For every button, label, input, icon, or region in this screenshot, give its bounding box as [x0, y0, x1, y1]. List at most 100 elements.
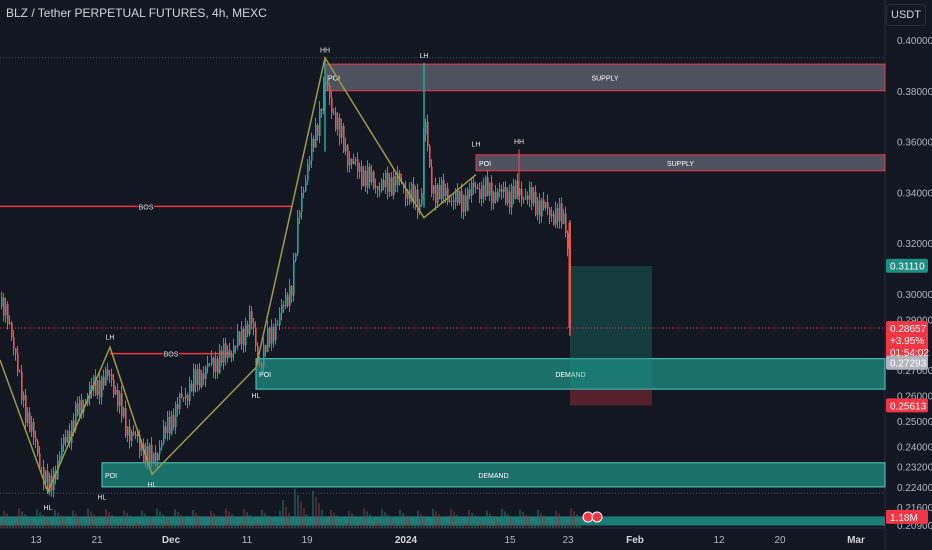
- price-tick: 0.27000: [897, 366, 932, 377]
- volume-bar: [258, 523, 260, 528]
- candle-body: [43, 467, 45, 483]
- candle-body: [235, 346, 237, 348]
- candle-body: [63, 437, 65, 445]
- candle-body: [175, 404, 177, 428]
- candle-body: [119, 393, 121, 407]
- candle-body: [149, 444, 151, 463]
- volume-bar: [72, 510, 74, 528]
- price-tick: 0.23200: [897, 463, 932, 474]
- candle-body: [241, 328, 243, 345]
- candle-body: [263, 344, 265, 368]
- candle-body: [3, 297, 5, 316]
- volume-bar: [144, 513, 146, 528]
- candle-body: [553, 213, 555, 225]
- candle-body: [539, 200, 541, 217]
- volume-bar: [228, 511, 230, 528]
- candle-body: [41, 467, 43, 469]
- candle-body: [193, 369, 195, 392]
- volume-bar: [510, 517, 512, 528]
- volume-bar: [216, 516, 218, 528]
- volume-bar: [534, 523, 536, 528]
- swing-label: LH: [106, 335, 115, 342]
- candle-body: [121, 393, 123, 417]
- candle-body: [453, 200, 455, 203]
- candle-body: [123, 407, 125, 417]
- candle-body: [349, 158, 351, 166]
- volume-bar: [486, 510, 488, 528]
- volume-bar: [519, 509, 521, 528]
- volume-bar: [516, 522, 518, 528]
- volume-bar: [57, 512, 59, 528]
- candle-body: [467, 189, 469, 211]
- volume-bar: [489, 513, 491, 528]
- candle-body: [365, 170, 367, 187]
- volume-bar: [381, 509, 383, 528]
- candle-body: [505, 187, 507, 204]
- candle-body: [77, 403, 79, 416]
- volume-bar: [105, 509, 107, 528]
- price-tag: [886, 320, 928, 359]
- candle-body: [105, 369, 107, 386]
- candle-body: [271, 326, 273, 344]
- volume-bar: [147, 516, 149, 528]
- price-tick: 0.30000: [897, 290, 932, 301]
- bos-label: BOS: [139, 204, 154, 211]
- candle-body: [125, 407, 127, 436]
- candle-body: [45, 471, 47, 483]
- volume-bar: [414, 524, 416, 528]
- volume-bar: [372, 517, 374, 528]
- volume-bar: [132, 518, 134, 528]
- candle-body: [561, 203, 563, 225]
- volume-bar: [102, 522, 104, 528]
- candle-body: [541, 199, 543, 217]
- volume-bar: [237, 519, 239, 528]
- volume-bar: [30, 519, 32, 528]
- candle-body: [129, 426, 131, 441]
- volume-bar: [192, 510, 194, 528]
- candle-body: [157, 453, 159, 462]
- volume-bar: [426, 519, 428, 528]
- candle-body: [447, 188, 449, 202]
- candle-body: [221, 350, 223, 363]
- volume-bar: [153, 521, 155, 528]
- candle-body: [557, 208, 559, 222]
- candle-body: [191, 383, 193, 392]
- time-tick: 15: [504, 535, 516, 546]
- volume-bar: [6, 513, 8, 528]
- candle-body: [393, 176, 395, 196]
- volume-bar: [513, 519, 515, 528]
- volume-bar: [150, 519, 152, 528]
- volume-bar: [483, 524, 485, 528]
- candle-body: [189, 383, 191, 401]
- volume-bar: [48, 520, 50, 528]
- candle-body: [515, 180, 517, 199]
- candle-body: [225, 343, 227, 359]
- candle-body: [299, 212, 301, 218]
- candle-body: [231, 353, 233, 358]
- volume-bar: [339, 518, 341, 528]
- candle-body: [247, 324, 249, 335]
- time-tick: Dec: [162, 535, 181, 546]
- candle-body: [449, 201, 451, 203]
- volume-bar: [171, 522, 173, 528]
- volume-bar: [195, 512, 197, 528]
- volume-bar: [393, 520, 395, 528]
- candle-body: [171, 414, 173, 434]
- candle-body: [239, 331, 241, 345]
- volume-bar: [285, 506, 287, 528]
- currency-selector[interactable]: USDT: [886, 4, 926, 26]
- candle-body: [473, 182, 475, 187]
- volume-bar: [537, 510, 539, 528]
- candle-body: [155, 452, 157, 462]
- candle-body: [253, 322, 255, 328]
- candle-body: [489, 182, 491, 196]
- volume-bar: [204, 521, 206, 528]
- price-tag: [886, 258, 928, 273]
- volume-bar: [387, 514, 389, 528]
- candle-body: [81, 399, 83, 412]
- zone-demand: [101, 462, 886, 488]
- price-tick: 0.24000: [897, 442, 932, 453]
- price-tick: 0.36000: [897, 138, 932, 149]
- volume-bar: [447, 522, 449, 528]
